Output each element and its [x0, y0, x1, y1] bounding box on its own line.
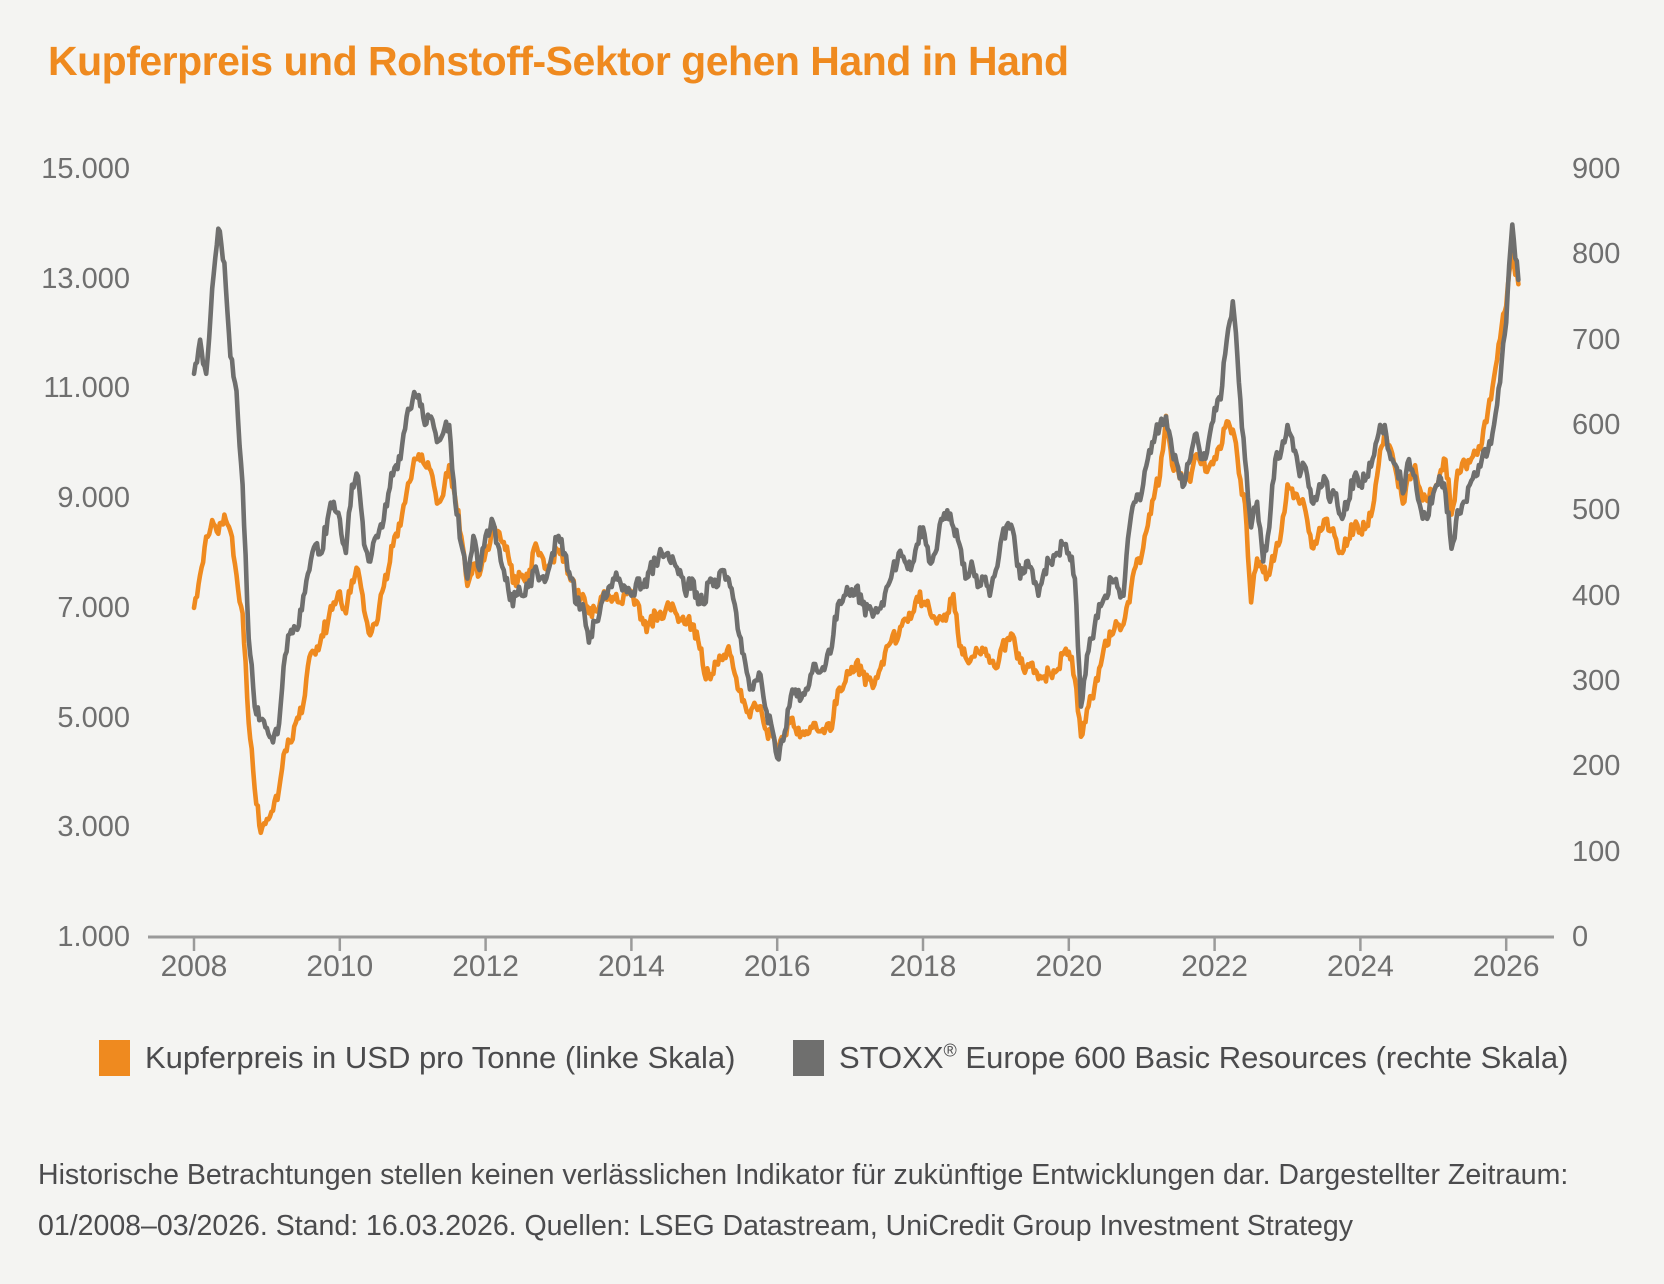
x-axis-label: 2008	[160, 950, 228, 983]
y-axis-left-label: 11.000	[43, 372, 130, 405]
x-axis-label: 2014	[598, 950, 665, 983]
copper-price-line	[191, 251, 1521, 836]
dual-axis-line-chart: 15.000 13.000 11.000 9.000 7.000 5.000 3.000 1.…	[41, 153, 1621, 983]
x-axis-label: 2016	[743, 950, 811, 983]
x-axis-label: 2022	[1181, 950, 1248, 983]
y-axis-left-label: 5.000	[57, 701, 130, 734]
y-axis-left-label: 3.000	[57, 811, 130, 844]
source-footnote: Historische Betrachtungen stellen keinen…	[38, 1150, 1628, 1252]
stoxx-index-line	[191, 222, 1521, 762]
footnote-line-1: Historische Betrachtungen stellen keinen…	[38, 1159, 1569, 1191]
legend-item-stoxx: STOXX® Europe 600 Basic Resources (recht…	[793, 1036, 1569, 1080]
y-axis-right-label: 200	[1572, 750, 1621, 783]
y-axis-right-label: 900	[1572, 153, 1621, 185]
stoxx-legend-label: STOXX® Europe 600 Basic Resources (recht…	[839, 1040, 1569, 1075]
y-axis-right-label: 0	[1572, 921, 1589, 953]
y-axis-left-label: 15.000	[41, 153, 130, 185]
x-axis-label: 2026	[1472, 950, 1540, 983]
y-axis-left-label: 9.000	[57, 482, 130, 515]
footnote-line-2: 01/2008–03/2026. Stand: 16.03.2026. Quel…	[38, 1210, 1353, 1242]
y-axis-left-label: 7.000	[57, 591, 130, 624]
chart-legend: Kupferpreis in USD pro Tonne (linke Skal…	[0, 1036, 1664, 1080]
copper-legend-label: Kupferpreis in USD pro Tonne (linke Skal…	[145, 1040, 736, 1075]
stoxx-legend-swatch	[793, 1040, 824, 1076]
y-axis-left-label: 1.000	[57, 921, 130, 953]
x-axis-label: 2018	[889, 950, 957, 983]
x-axis-label: 2010	[306, 950, 374, 983]
y-axis-right-label: 800	[1572, 238, 1621, 271]
x-axis-label: 2012	[452, 950, 519, 983]
y-axis-left-label: 13.000	[41, 262, 130, 295]
chart-canvas	[148, 222, 1554, 951]
y-axis-right-label: 700	[1572, 323, 1621, 356]
y-axis-right-label: 400	[1572, 579, 1621, 612]
copper-legend-swatch	[99, 1040, 130, 1076]
legend-item-copper: Kupferpreis in USD pro Tonne (linke Skal…	[99, 1036, 735, 1080]
y-axis-right-label: 600	[1572, 409, 1621, 441]
x-axis-label: 2024	[1327, 950, 1394, 983]
y-axis-right-label: 300	[1572, 665, 1621, 697]
page-title: Kupferpreis und Rohstoff-Sektor gehen Ha…	[48, 38, 1069, 84]
y-axis-right-label: 500	[1572, 494, 1621, 527]
y-axis-right-label: 100	[1572, 835, 1621, 868]
x-axis-label: 2020	[1035, 950, 1103, 983]
registered-trademark-symbol: ®	[943, 1040, 957, 1061]
